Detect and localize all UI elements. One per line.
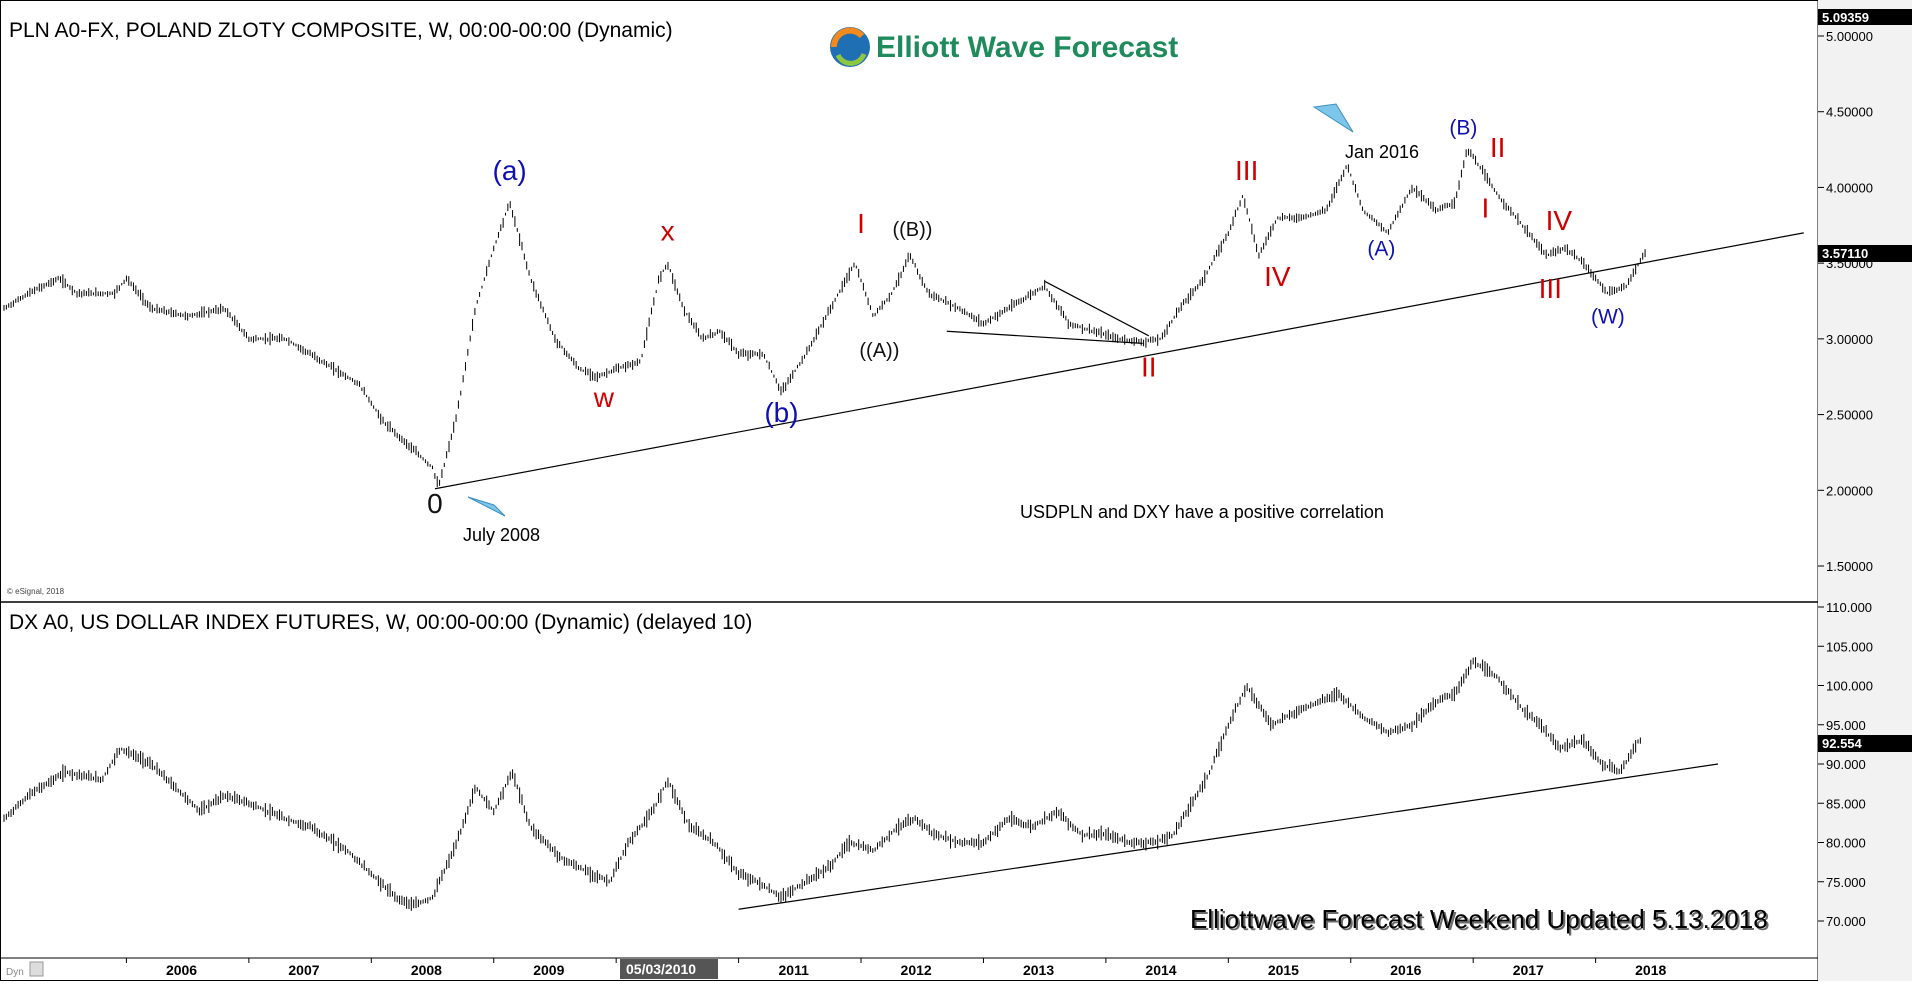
top-y-tick-label: 4.00000 — [1826, 180, 1873, 195]
correlation-note: USDPLN and DXY have a positive correlati… — [1020, 502, 1384, 522]
max-value-text: 5.09359 — [1822, 10, 1869, 25]
bottom-y-tick-label: 110.000 — [1826, 600, 1872, 615]
top-panel-title: PLN A0-FX, POLAND ZLOTY COMPOSITE, W, 00… — [9, 19, 673, 42]
x-tick-label: 2007 — [288, 962, 319, 978]
pln-trendline — [946, 330, 1143, 344]
wave-label: 0 — [427, 488, 443, 519]
copyright-text: © eSignal, 2018 — [7, 587, 65, 596]
pln-last-value-tag — [1818, 245, 1912, 262]
bottom-y-tick-label: 90.000 — [1826, 757, 1866, 772]
x-tick-label: 2011 — [779, 962, 810, 978]
logo-swoosh-icon — [830, 27, 865, 48]
x-tick-label: 2008 — [411, 962, 442, 978]
bottom-panel-title: DX A0, US DOLLAR INDEX FUTURES, W, 00:00… — [9, 611, 752, 634]
top-y-tick-label: 3.00000 — [1826, 332, 1873, 347]
x-tick-label: 2013 — [1023, 962, 1054, 978]
wave-label: I — [857, 208, 865, 239]
top-y-tick-label: 4.50000 — [1826, 105, 1873, 120]
corner-label: Dyn — [6, 967, 24, 978]
x-tick-label: 2017 — [1513, 962, 1544, 978]
bottom-y-tick-label: 80.000 — [1826, 836, 1866, 851]
x-tick-label: 2018 — [1635, 962, 1666, 978]
wave-label: w — [593, 382, 615, 413]
time-axis: 2006200720082009201020112012201320142015… — [125, 958, 1666, 978]
top-y-tick-label: 5.00000 — [1826, 29, 1873, 44]
top-y-tick-label: 2.00000 — [1826, 483, 1873, 498]
bottom-y-tick-label: 85.000 — [1826, 796, 1866, 811]
trendlines — [434, 232, 1804, 910]
footer-note-shadow: Elliottwave Forecast Weekend Updated 5.1… — [1192, 906, 1770, 936]
top-y-tick-label: 1.50000 — [1826, 559, 1873, 574]
settings-icon[interactable] — [29, 961, 44, 977]
cursor-date-text: 05/03/2010 — [626, 961, 696, 977]
logo: Elliott Wave Forecast — [830, 27, 1178, 67]
x-tick-label: 2012 — [901, 962, 932, 978]
dx-trendline — [738, 763, 1719, 910]
wave-label: (A) — [1367, 238, 1395, 261]
wave-label: ((A)) — [859, 340, 899, 362]
wave-label: II — [1141, 352, 1157, 383]
july-2008-label: July 2008 — [463, 525, 540, 545]
july-2008-marker-icon — [467, 496, 506, 517]
top-price-bars — [3, 148, 1646, 487]
top-y-tick-label: 2.50000 — [1826, 408, 1873, 423]
wave-label: ((B)) — [892, 219, 932, 241]
top-y-axis: 5.000004.500004.000003.500003.000002.500… — [1818, 29, 1873, 574]
wave-label: (B) — [1449, 116, 1477, 139]
wave-label: I — [1482, 193, 1490, 224]
x-tick-label: 2016 — [1390, 962, 1421, 978]
bottom-y-tick-label: 75.000 — [1826, 875, 1866, 890]
dx-last-value-tag — [1818, 735, 1912, 752]
wave-label: (b) — [764, 397, 798, 428]
wave-label: III — [1539, 273, 1562, 304]
x-tick-label: 2015 — [1268, 962, 1299, 978]
wave-label: II — [1490, 132, 1506, 163]
pln-trendline — [434, 232, 1804, 490]
footer-note: Elliottwave Forecast Weekend Updated 5.1… — [1190, 904, 1768, 934]
bottom-y-tick-label: 105.000 — [1826, 639, 1873, 654]
bottom-y-axis: 110.000 105.000 100.000 95.000 90.000 85.000 8… — [1818, 600, 1873, 929]
x-tick-label: 2006 — [166, 962, 197, 978]
jan-2016-label: Jan 2016 — [1345, 142, 1419, 162]
bottom-price-bars — [3, 657, 1641, 911]
x-tick-label: 2009 — [533, 962, 564, 978]
wave-label: (a) — [493, 155, 527, 186]
max-value-tag — [1818, 9, 1912, 25]
x-tick-label: 2014 — [1145, 962, 1176, 978]
wave-label: x — [661, 215, 675, 246]
price-axis-bg — [1818, 0, 1912, 981]
wave-label: (W) — [1591, 306, 1625, 329]
cursor-date-box — [620, 959, 718, 979]
bottom-y-tick-label: 70.000 — [1826, 914, 1866, 929]
wave-label: IV — [1546, 205, 1573, 236]
bottom-y-tick-label: 95.000 — [1826, 718, 1866, 733]
wave-label: IV — [1264, 261, 1291, 292]
pln-trendline — [1044, 280, 1150, 337]
logo-text: Elliott Wave Forecast — [876, 31, 1178, 64]
jan-2016-marker-icon — [1312, 103, 1354, 133]
pln-last-value-text: 3.57110 — [1822, 246, 1868, 261]
wave-label: III — [1235, 155, 1258, 186]
dx-last-value-text: 92.554 — [1822, 736, 1863, 751]
bottom-y-tick-label: 100.000 — [1826, 679, 1873, 694]
logo-swoosh2-icon — [835, 52, 867, 66]
